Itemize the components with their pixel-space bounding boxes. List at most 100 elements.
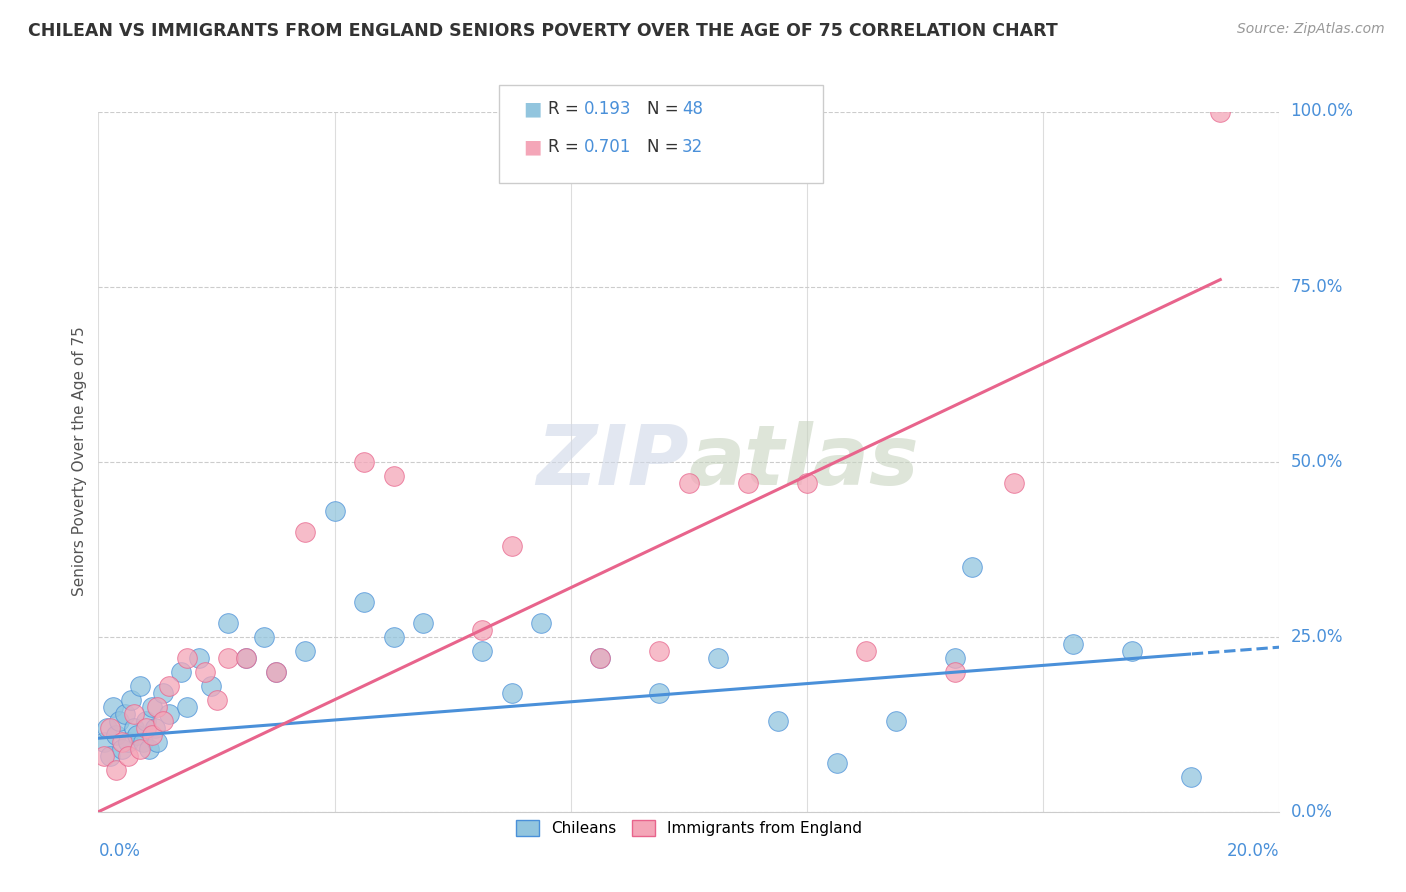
Text: Source: ZipAtlas.com: Source: ZipAtlas.com xyxy=(1237,22,1385,37)
Point xyxy=(353,594,375,608)
Point xyxy=(737,475,759,490)
Point xyxy=(170,665,193,679)
Text: 75.0%: 75.0% xyxy=(1291,277,1343,295)
Point xyxy=(138,741,160,756)
Point xyxy=(111,735,134,749)
Text: ■: ■ xyxy=(523,137,541,157)
Point xyxy=(1180,770,1202,784)
Point xyxy=(1062,637,1084,651)
Point xyxy=(108,714,131,728)
Point xyxy=(111,741,134,756)
Point xyxy=(678,475,700,490)
Point xyxy=(176,650,198,665)
Point xyxy=(103,699,125,714)
Point xyxy=(98,721,121,735)
Text: ZIP: ZIP xyxy=(536,421,689,502)
Point xyxy=(707,650,730,665)
Point xyxy=(200,679,222,693)
Text: 50.0%: 50.0% xyxy=(1291,452,1343,471)
Point xyxy=(471,643,494,657)
Point xyxy=(122,721,145,735)
Point xyxy=(128,741,150,756)
Text: 0.0%: 0.0% xyxy=(1291,803,1333,821)
Point xyxy=(135,721,157,735)
Point xyxy=(114,706,136,721)
Point xyxy=(98,748,121,763)
Point xyxy=(382,630,405,644)
Text: 20.0%: 20.0% xyxy=(1227,842,1279,860)
Point xyxy=(530,615,553,630)
Text: R =: R = xyxy=(548,100,585,118)
Point xyxy=(264,665,287,679)
Text: CHILEAN VS IMMIGRANTS FROM ENGLAND SENIORS POVERTY OVER THE AGE OF 75 CORRELATIO: CHILEAN VS IMMIGRANTS FROM ENGLAND SENIO… xyxy=(28,22,1057,40)
Point xyxy=(253,630,276,644)
Point xyxy=(825,756,848,770)
Point xyxy=(353,455,375,469)
Text: 0.0%: 0.0% xyxy=(98,842,141,860)
Point xyxy=(146,735,169,749)
Point xyxy=(205,692,228,706)
Point xyxy=(157,679,180,693)
Point xyxy=(589,650,612,665)
Point xyxy=(187,650,209,665)
Point xyxy=(501,686,523,700)
Point xyxy=(412,615,434,630)
Text: 48: 48 xyxy=(682,100,703,118)
Point xyxy=(120,692,142,706)
Point xyxy=(146,699,169,714)
Point xyxy=(294,524,316,539)
Point xyxy=(884,714,907,728)
Point xyxy=(105,763,128,777)
Point xyxy=(648,643,671,657)
Text: 32: 32 xyxy=(682,138,703,156)
Text: 25.0%: 25.0% xyxy=(1291,628,1343,646)
Point xyxy=(217,650,239,665)
Point xyxy=(152,714,174,728)
Point xyxy=(132,735,155,749)
Text: 0.701: 0.701 xyxy=(583,138,631,156)
Point xyxy=(125,728,148,742)
Point xyxy=(235,650,257,665)
Point xyxy=(93,735,115,749)
Point xyxy=(143,721,166,735)
Text: R =: R = xyxy=(548,138,585,156)
Point xyxy=(176,699,198,714)
Text: atlas: atlas xyxy=(689,421,920,502)
Text: ■: ■ xyxy=(523,99,541,119)
Legend: Chileans, Immigrants from England: Chileans, Immigrants from England xyxy=(510,814,868,843)
Point xyxy=(1121,643,1143,657)
Point xyxy=(323,503,346,517)
Point xyxy=(855,643,877,657)
Point xyxy=(217,615,239,630)
Text: N =: N = xyxy=(647,138,683,156)
Point xyxy=(1209,104,1232,119)
Point xyxy=(105,728,128,742)
Point xyxy=(152,686,174,700)
Point xyxy=(796,475,818,490)
Point xyxy=(589,650,612,665)
Point xyxy=(943,650,966,665)
Text: N =: N = xyxy=(647,100,683,118)
Point xyxy=(471,623,494,637)
Point xyxy=(235,650,257,665)
Point xyxy=(943,665,966,679)
Point xyxy=(117,748,139,763)
Point xyxy=(117,735,139,749)
Point xyxy=(382,468,405,483)
Point xyxy=(194,665,217,679)
Text: 0.193: 0.193 xyxy=(583,100,631,118)
Point xyxy=(128,679,150,693)
Y-axis label: Seniors Poverty Over the Age of 75: Seniors Poverty Over the Age of 75 xyxy=(72,326,87,597)
Text: 100.0%: 100.0% xyxy=(1291,103,1354,120)
Point xyxy=(962,559,984,574)
Point xyxy=(122,706,145,721)
Point xyxy=(648,686,671,700)
Point xyxy=(93,748,115,763)
Point xyxy=(141,699,163,714)
Point xyxy=(501,539,523,553)
Point xyxy=(1002,475,1025,490)
Point xyxy=(766,714,789,728)
Point xyxy=(294,643,316,657)
Point xyxy=(264,665,287,679)
Point xyxy=(141,728,163,742)
